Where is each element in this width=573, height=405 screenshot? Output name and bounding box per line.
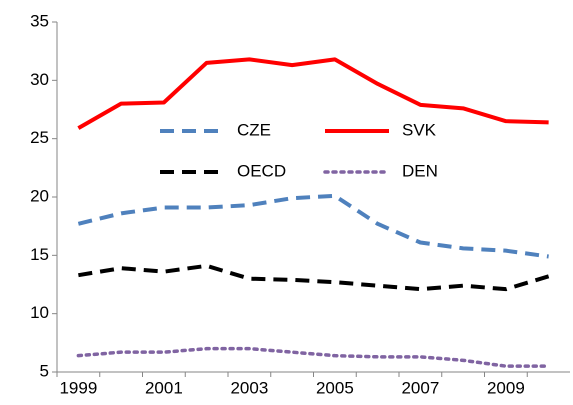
y-tick-label: 20: [30, 186, 49, 205]
series-line: [76, 346, 551, 368]
y-tick-label: 25: [30, 128, 49, 147]
x-tick-label: 2001: [145, 378, 183, 397]
x-tick-label: 2009: [487, 378, 525, 397]
legend-label: OECD: [237, 161, 286, 180]
x-tick-label: 2005: [316, 378, 354, 397]
y-tick-label: 35: [30, 11, 49, 30]
series-line: [77, 57, 549, 130]
legend-label: SVK: [402, 120, 437, 139]
series-line: [78, 263, 550, 292]
x-tick-label: 1999: [59, 378, 97, 397]
y-tick-label: 5: [40, 361, 49, 380]
y-tick-label: 10: [30, 303, 49, 322]
y-tick-label: 15: [30, 245, 49, 264]
legend-label: DEN: [402, 161, 438, 180]
y-tick-label: 30: [30, 70, 49, 89]
series-line: [77, 193, 549, 259]
x-tick-label: 2007: [401, 378, 439, 397]
x-tick-label: 2003: [230, 378, 268, 397]
legend-label: CZE: [237, 120, 271, 139]
